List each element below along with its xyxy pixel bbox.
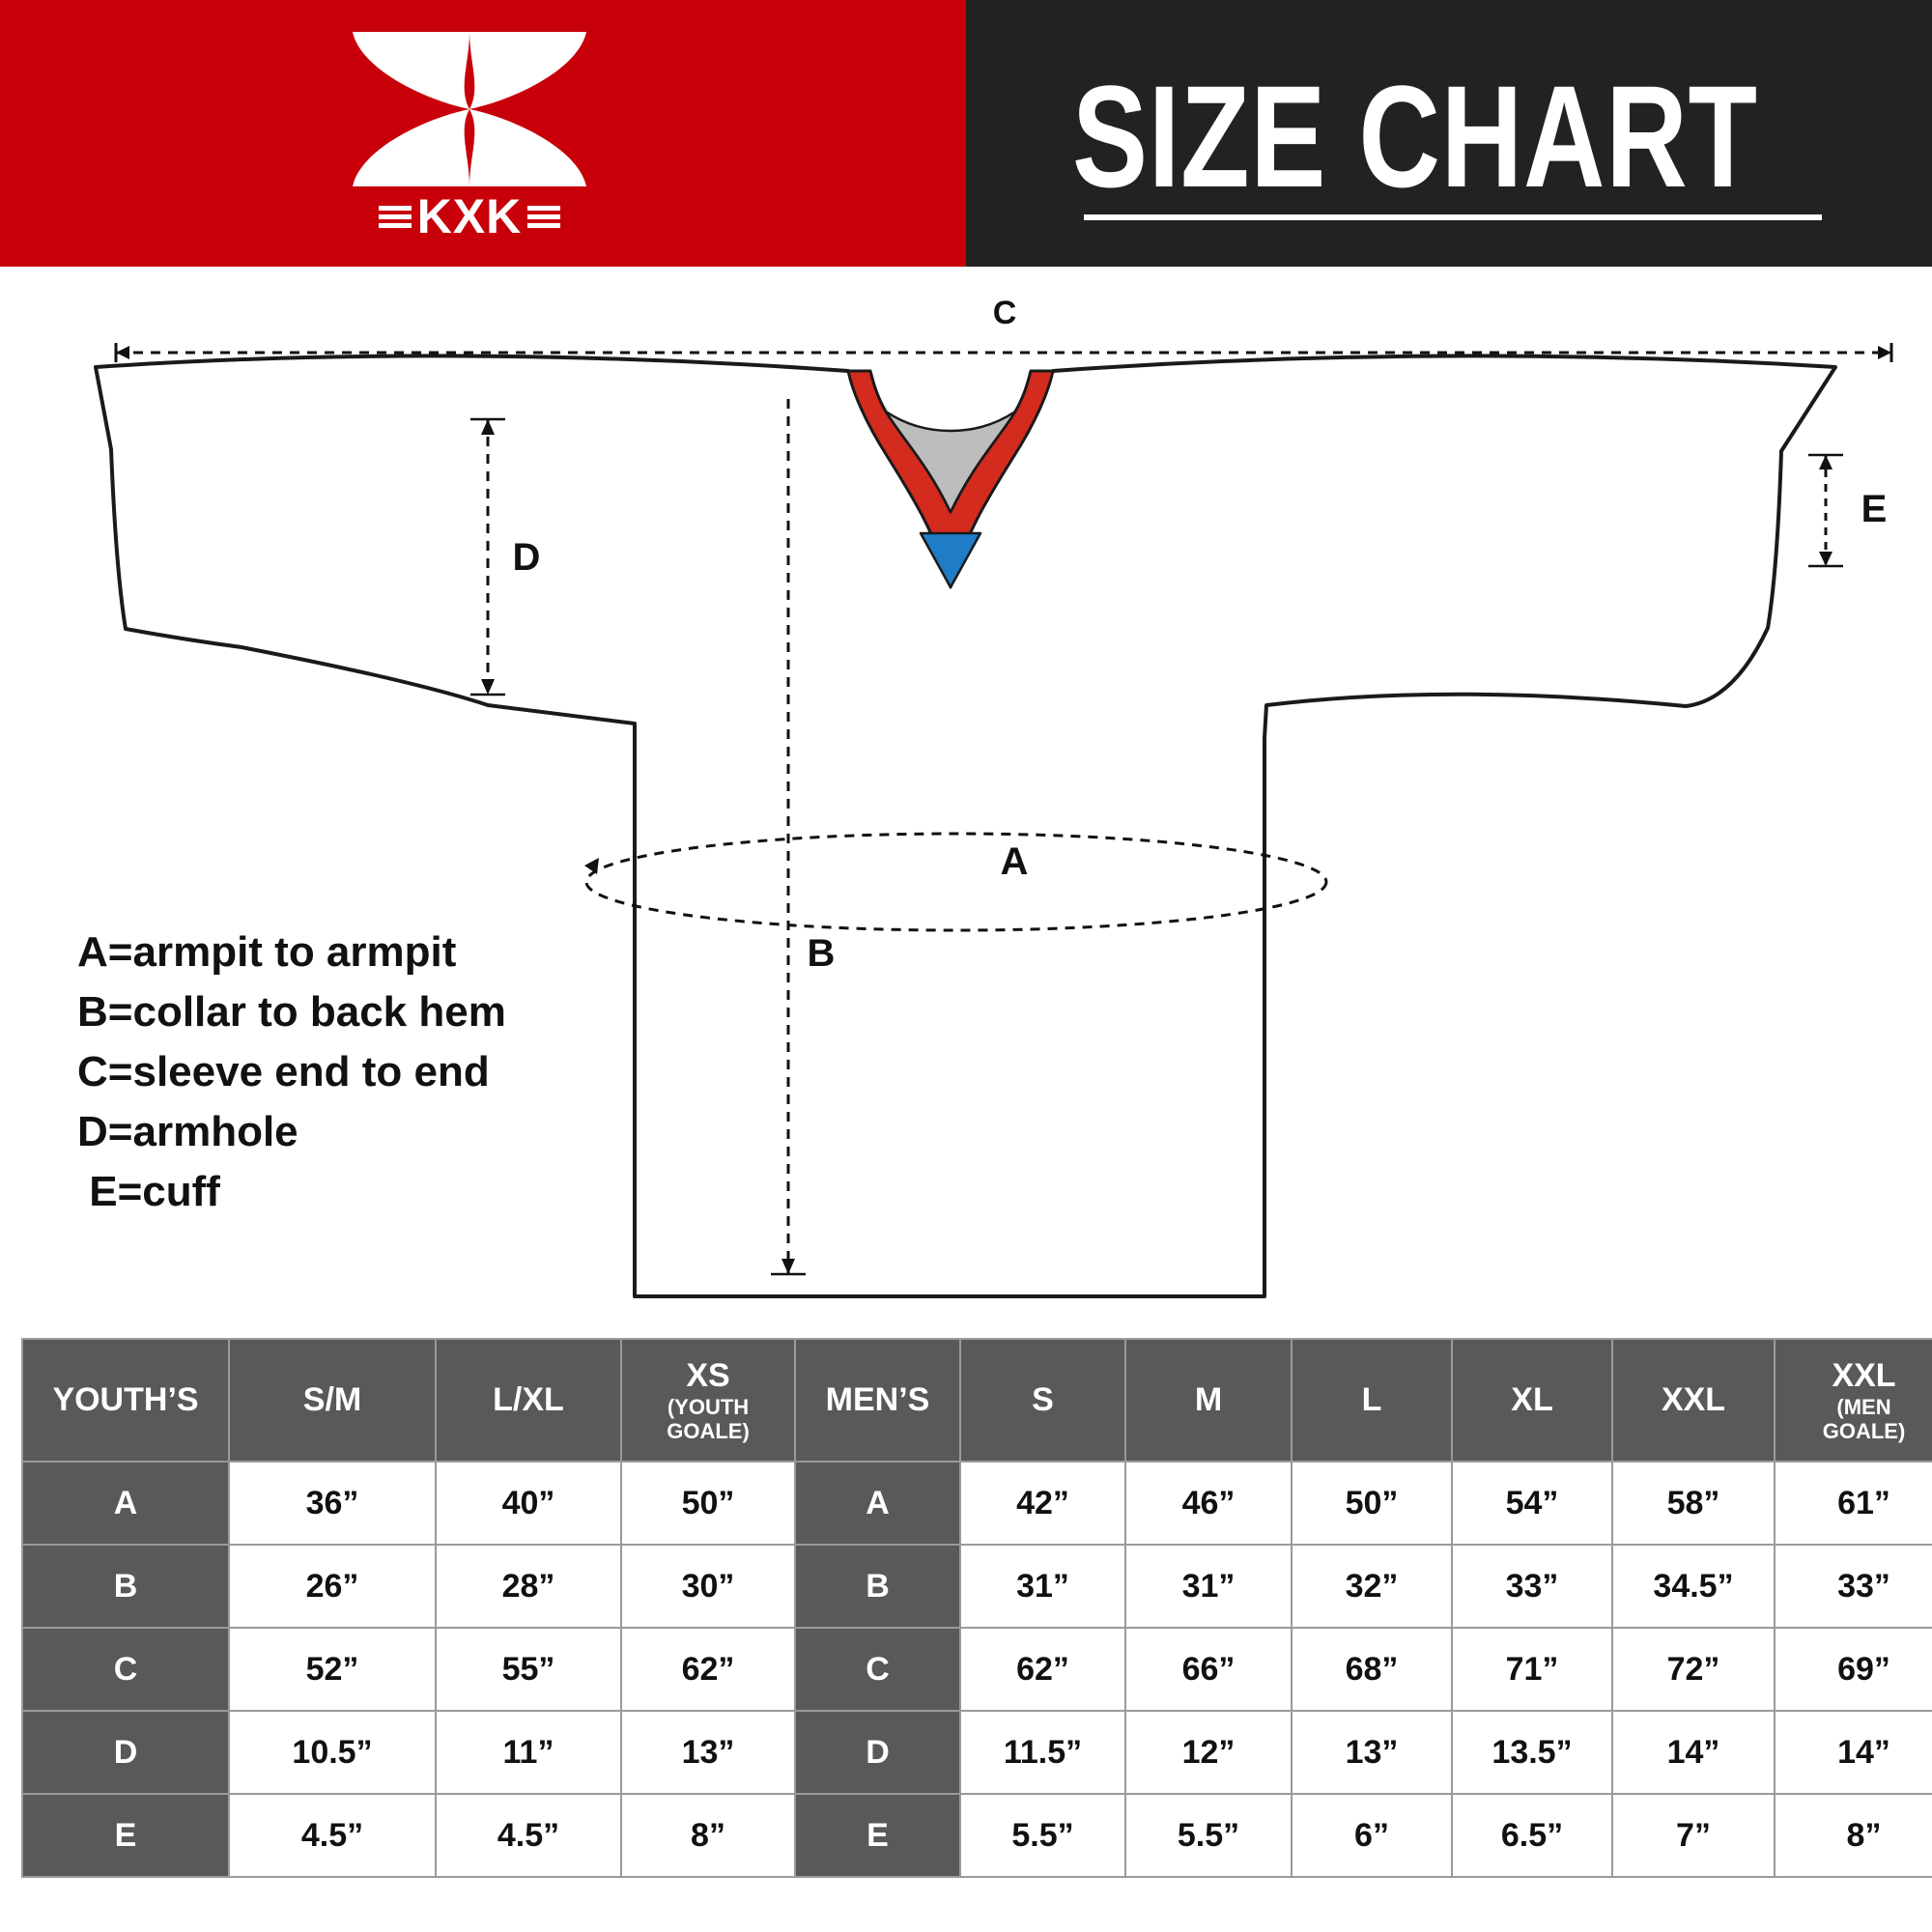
- svg-text:D: D: [513, 536, 541, 579]
- svg-text:A: A: [1001, 840, 1029, 883]
- svg-text:E: E: [1861, 488, 1888, 530]
- svg-text:B: B: [808, 932, 836, 975]
- svg-text:C: C: [993, 295, 1017, 331]
